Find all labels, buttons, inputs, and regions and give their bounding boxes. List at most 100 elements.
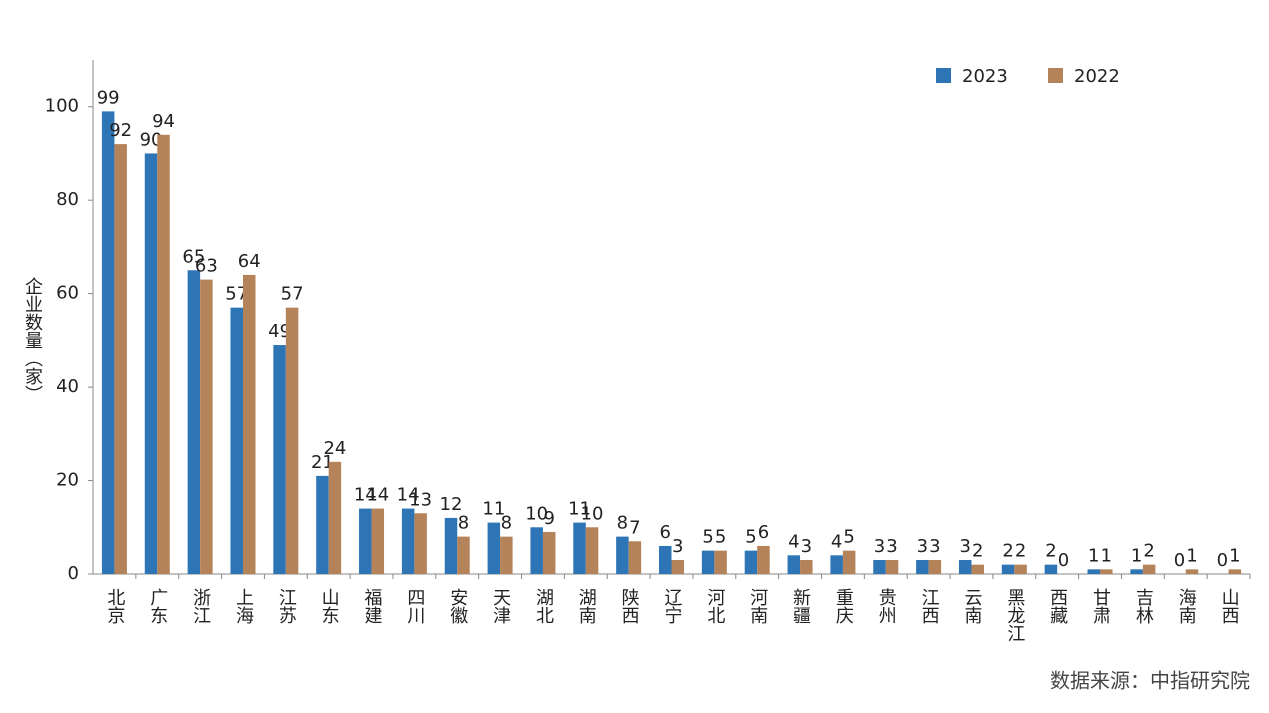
value-label: 49 [268, 321, 291, 342]
value-label: 8 [617, 513, 628, 534]
value-label: 57 [225, 284, 248, 305]
bar [444, 517, 458, 574]
value-label: 7 [629, 517, 640, 538]
bar [744, 550, 758, 574]
value-label: 6 [660, 522, 671, 543]
value-label: 9 [543, 508, 554, 529]
value-label: 14 [366, 485, 389, 506]
x-tick-label: 广东 [147, 588, 168, 624]
bar [487, 522, 501, 574]
value-label: 0 [1174, 550, 1185, 571]
value-label: 14 [354, 485, 377, 506]
bar [701, 550, 715, 574]
bar [542, 531, 556, 574]
x-tick-label: 重庆 [833, 588, 854, 624]
value-label: 11 [482, 499, 505, 520]
x-tick-label: 湖南 [576, 588, 597, 624]
bar [1185, 569, 1199, 574]
x-tick-label: 辽宁 [662, 588, 683, 624]
bar [200, 279, 213, 574]
value-label: 10 [581, 503, 604, 524]
x-tick-label: 上海 [233, 588, 254, 624]
value-label: 90 [140, 129, 163, 150]
bar [928, 559, 942, 574]
bar [316, 475, 329, 574]
bar [800, 559, 813, 574]
bar [500, 536, 513, 574]
legend-swatch [936, 68, 951, 83]
source-note: 数据来源：中指研究院 [1050, 669, 1250, 693]
x-tick-label: 福建 [362, 588, 383, 624]
bar [242, 274, 256, 574]
bar [401, 508, 415, 574]
value-label: 92 [109, 120, 132, 141]
bar [414, 513, 427, 574]
value-label: 10 [525, 503, 548, 524]
value-label: 1 [1186, 545, 1197, 566]
bar [1142, 564, 1156, 574]
bar [1014, 564, 1027, 574]
bar [842, 550, 856, 574]
y-tick-label: 20 [56, 470, 79, 491]
y-tick-label: 80 [56, 189, 79, 210]
value-label: 3 [917, 536, 928, 557]
bar [230, 307, 243, 574]
bar [285, 307, 299, 574]
bar [114, 144, 127, 575]
legend-label: 2023 [962, 66, 1008, 87]
value-label: 5 [702, 527, 713, 548]
value-label: 65 [182, 246, 205, 267]
value-label: 5 [843, 527, 854, 548]
bar [830, 555, 843, 574]
value-label: 3 [874, 536, 885, 557]
x-tick-label: 山东 [319, 588, 340, 624]
value-label: 2 [1143, 541, 1154, 562]
value-label: 4 [788, 531, 799, 552]
bar [1130, 569, 1143, 574]
bar [1087, 569, 1101, 574]
value-label: 1 [1131, 545, 1142, 566]
value-label: 1 [1101, 545, 1112, 566]
y-tick-label: 40 [56, 376, 79, 397]
bar [971, 564, 984, 574]
x-tick-label: 浙江 [190, 588, 211, 624]
x-tick-label: 黑龙江 [1004, 588, 1025, 642]
bar [714, 550, 727, 574]
value-label: 3 [886, 536, 897, 557]
x-tick-label: 新疆 [790, 588, 811, 624]
value-label: 94 [152, 111, 175, 132]
x-tick-label: 河北 [704, 588, 725, 624]
value-label: 1 [1088, 545, 1099, 566]
x-tick-label: 天津 [490, 588, 511, 624]
value-label: 2 [972, 541, 983, 562]
y-tick-label: 100 [45, 96, 79, 117]
bar [157, 134, 170, 574]
value-label: 64 [238, 251, 261, 272]
value-label: 1 [1229, 545, 1240, 566]
value-label: 11 [568, 499, 591, 520]
bar [457, 536, 470, 574]
bar [101, 111, 115, 575]
bar [616, 536, 629, 574]
x-tick-label: 云南 [961, 588, 982, 624]
value-label: 5 [715, 527, 726, 548]
value-label: 5 [745, 527, 756, 548]
x-tick-label: 北京 [104, 588, 125, 625]
legend-label: 2022 [1074, 66, 1120, 87]
value-label: 63 [195, 256, 218, 277]
value-label: 3 [959, 536, 970, 557]
x-tick-label: 西藏 [1047, 588, 1068, 625]
y-tick-label: 60 [56, 283, 79, 304]
value-label: 8 [501, 513, 512, 534]
value-label: 4 [831, 531, 842, 552]
bar [573, 522, 586, 574]
x-tick-label: 湖北 [533, 588, 554, 624]
x-tick-label: 安徽 [447, 588, 468, 624]
x-tick-label: 吉林 [1133, 588, 1154, 624]
bar [671, 559, 684, 574]
x-tick-label: 山西 [1219, 588, 1240, 624]
bar [359, 508, 372, 574]
bar [273, 345, 286, 574]
value-label: 0 [1058, 550, 1069, 571]
